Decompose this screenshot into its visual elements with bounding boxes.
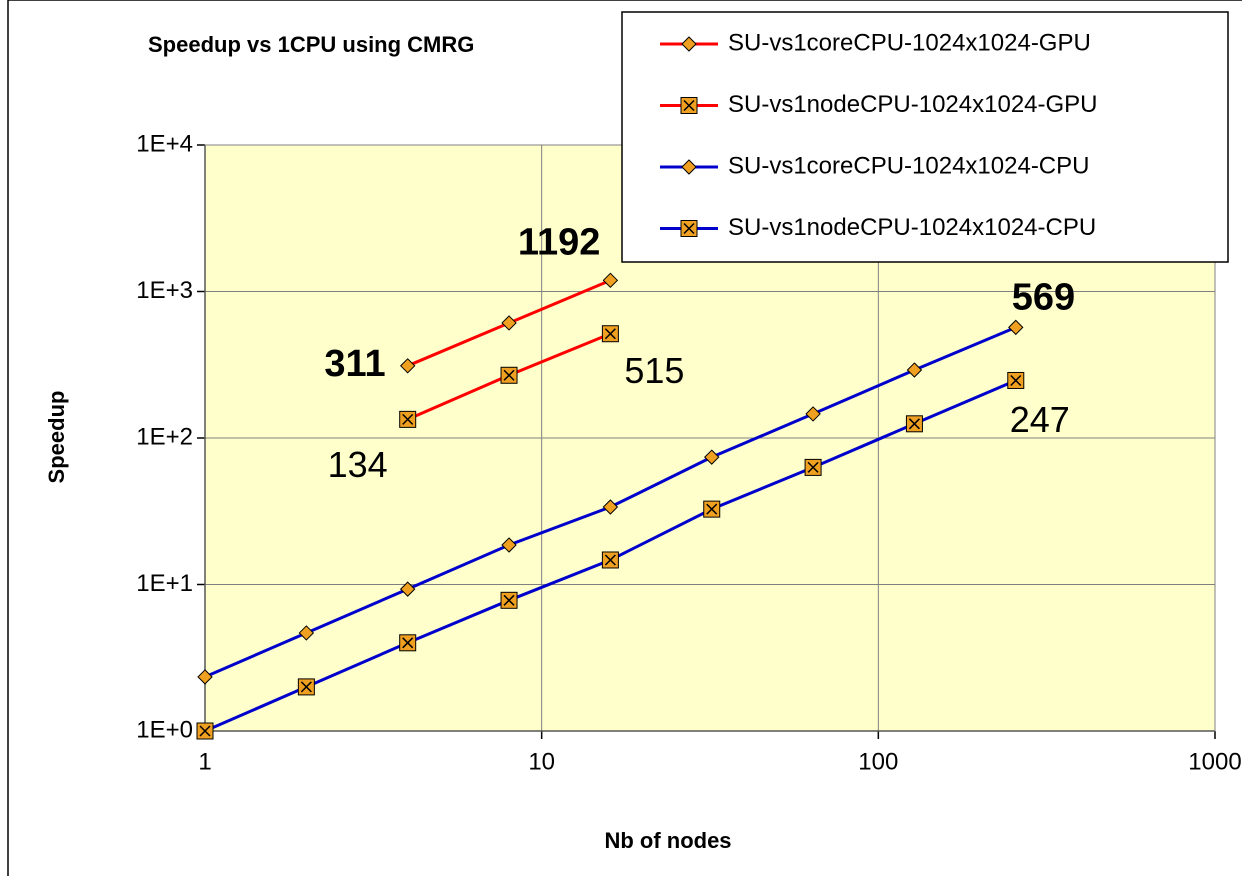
legend-label: SU-vs1coreCPU-1024x1024-GPU <box>728 29 1091 56</box>
legend: SU-vs1coreCPU-1024x1024-GPU SU-vs1nodeCPU… <box>621 11 1229 263</box>
x-tick-label: 1000 <box>1188 748 1241 775</box>
marker <box>805 406 821 422</box>
marker <box>298 625 315 641</box>
marker <box>399 581 416 597</box>
y-tick-label: 1E+4 <box>136 130 193 157</box>
x-tick-label: 100 <box>858 748 898 775</box>
x-tick-label: 10 <box>528 748 555 775</box>
marker <box>197 669 213 685</box>
marker <box>681 36 697 52</box>
marker <box>399 358 416 374</box>
marker-cross <box>300 681 312 693</box>
marker-cross <box>503 594 515 606</box>
data-label: 515 <box>624 350 684 391</box>
x-axis-label: Nb of nodes <box>604 828 731 853</box>
marker-cross <box>683 222 695 235</box>
data-label: 569 <box>1012 276 1075 318</box>
legend-box <box>621 11 1229 263</box>
marker <box>501 315 517 331</box>
chart-title: Speedup vs 1CPU using CMRG <box>148 32 474 57</box>
legend-label: SU-vs1coreCPU-1024x1024-CPU <box>728 152 1089 179</box>
x-tick-label: 1 <box>198 748 211 775</box>
marker-cross <box>1010 374 1022 387</box>
y-tick-label: 1E+2 <box>136 423 193 450</box>
legend-label: SU-vs1nodeCPU-1024x1024-CPU <box>728 214 1096 241</box>
marker <box>602 499 619 515</box>
y-tick-label: 1E+0 <box>136 716 193 743</box>
y-tick-label: 1E+1 <box>136 570 193 597</box>
grid: 1E+0 1E+1 1E+2 1E+3 1E+4 1 10 100 1000 <box>136 130 1241 775</box>
marker-cross <box>402 637 414 649</box>
data-label: 311 <box>324 343 385 385</box>
data-label: 247 <box>1010 399 1070 440</box>
data-label: 134 <box>328 444 388 485</box>
marker-cross <box>908 418 920 430</box>
marker-cross <box>706 503 718 515</box>
marker-cross <box>503 369 515 381</box>
marker <box>1008 319 1024 336</box>
y-axis-label: Speedup <box>44 391 69 484</box>
marker-cross <box>402 413 414 425</box>
y-tick-label: 1E+3 <box>136 277 193 304</box>
marker <box>602 272 619 289</box>
marker-cross <box>604 328 616 340</box>
marker-cross <box>604 554 616 566</box>
data-label: 1192 <box>518 221 600 263</box>
legend-label: SU-vs1nodeCPU-1024x1024-GPU <box>728 91 1098 118</box>
marker <box>704 449 720 465</box>
marker <box>681 159 697 175</box>
marks: 311 1192 134 515 569 247 <box>196 221 1075 740</box>
marker-cross <box>199 725 211 737</box>
marker <box>501 537 517 553</box>
marker-cross <box>683 99 695 112</box>
marker <box>906 362 923 378</box>
marker-cross <box>807 461 819 473</box>
